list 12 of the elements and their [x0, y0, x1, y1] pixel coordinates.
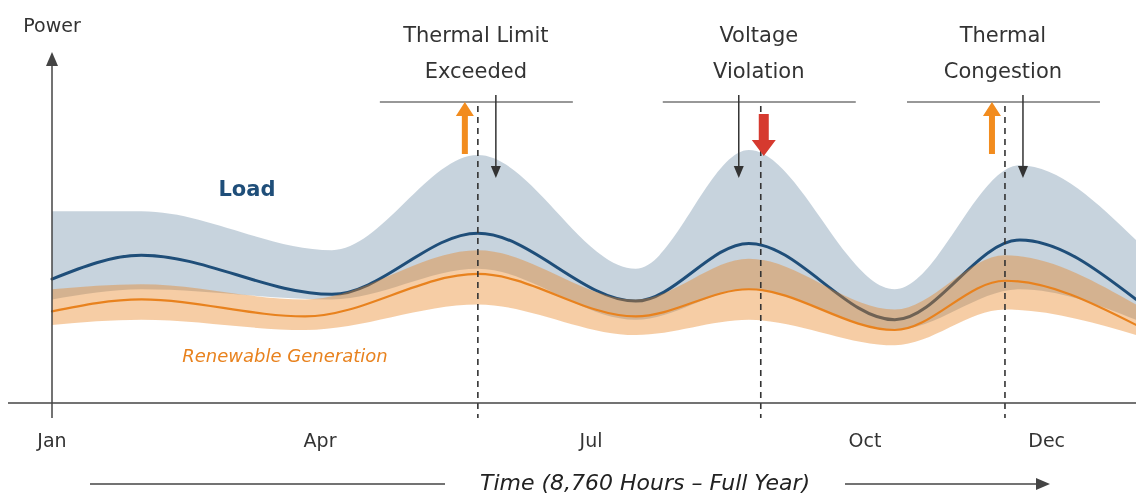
ref-line-label: Thermal Congestion [943, 23, 1063, 83]
x-tick-label: Oct [848, 429, 882, 451]
x-tick-label: Dec [1028, 429, 1066, 451]
text: Power [23, 14, 81, 36]
text: Load [218, 177, 276, 201]
x-tick-label: Jan [36, 429, 67, 451]
x-axis-title: Time (8,760 Hours – Full Year) [479, 470, 811, 495]
x-tick-label: Jul [578, 429, 603, 451]
ref-line-label: Voltage Violation [713, 23, 805, 83]
x-tick-label: Apr [303, 429, 337, 451]
text: Renewable Generation [182, 345, 388, 366]
ref-line-label: Thermal Limit Exceeded [402, 23, 549, 83]
